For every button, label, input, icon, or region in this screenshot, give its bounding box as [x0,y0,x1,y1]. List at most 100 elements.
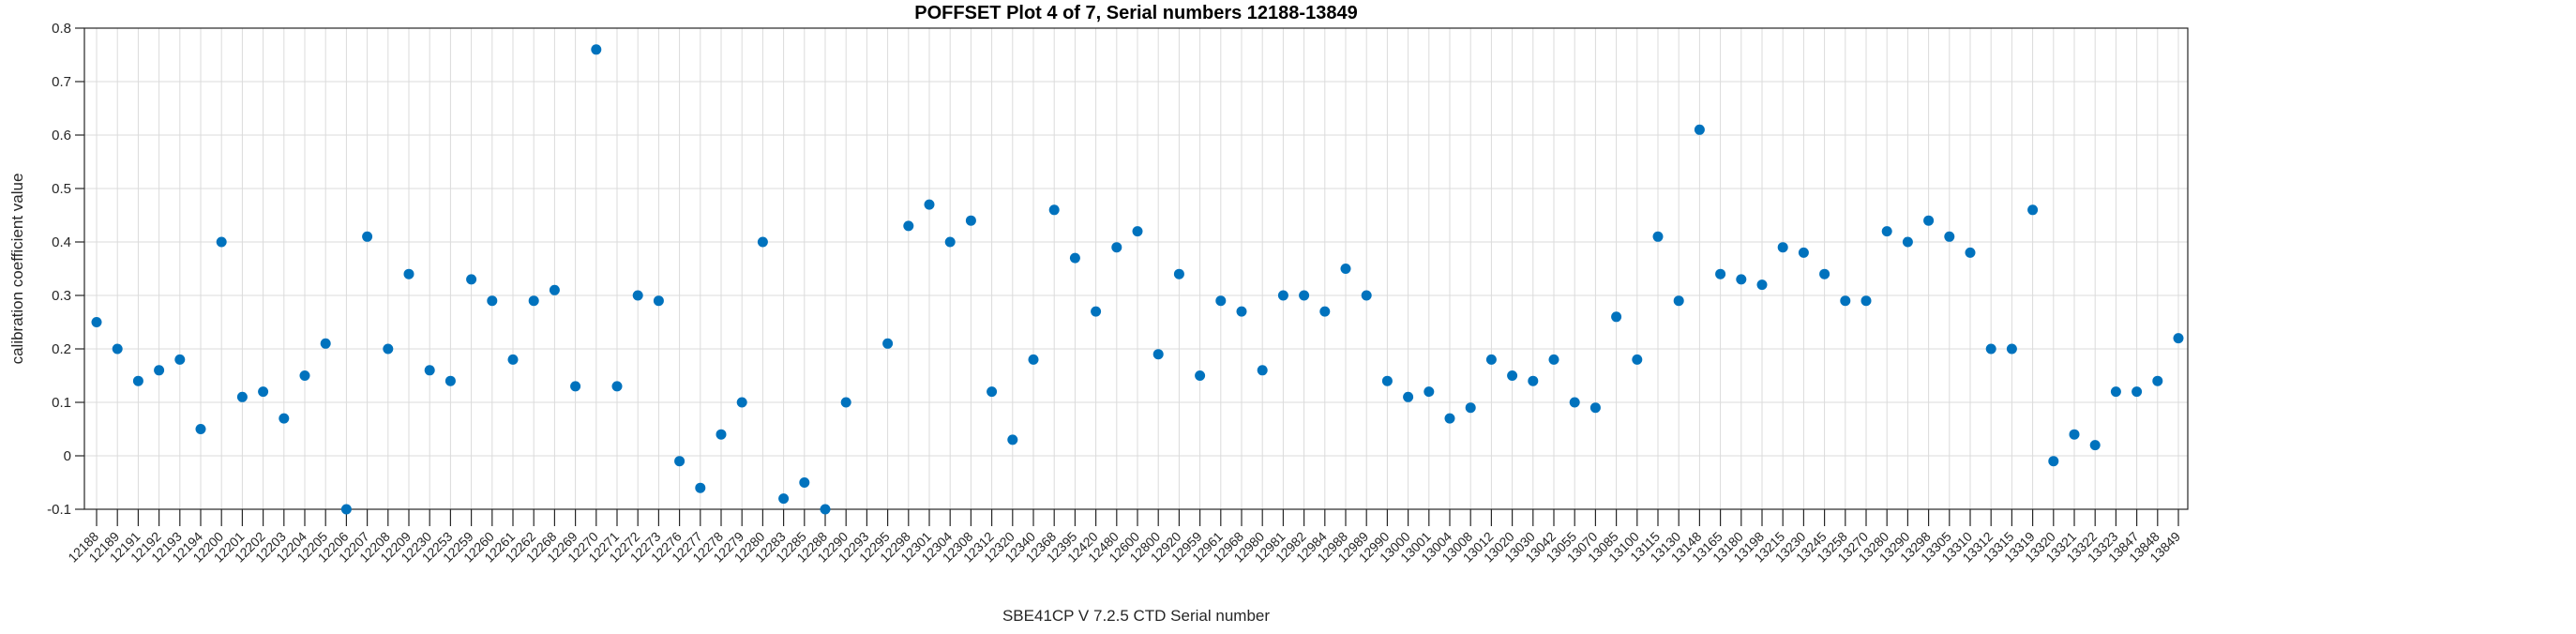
data-point [903,220,914,232]
x-axis-label: SBE41CP V 7.2.5 CTD Serial number [1002,607,1270,625]
y-axis-tick-labels: 0.8 0.7 0.6 0.5 0.4 0.3 0.2 0.1 0 -0.1 [47,21,71,518]
data-point [1403,391,1414,402]
y-axis-label: calibration coefficient value [8,174,26,365]
data-point [1215,295,1227,307]
data-point [507,354,519,365]
data-point [466,274,477,285]
data-point [674,456,685,467]
data-point [611,381,623,392]
y-tick-label: -0.1 [47,502,71,518]
data-point [1528,375,1539,386]
data-point [2006,343,2017,355]
data-point [1236,306,1247,317]
data-point [1299,290,1310,301]
data-point [549,284,560,295]
data-point [154,365,165,376]
data-point [2027,204,2039,216]
data-point [112,343,123,355]
data-point [1944,231,1955,242]
data-point [1548,354,1559,365]
y-tick-label: 0.5 [52,181,71,197]
data-point [1195,370,1206,381]
data-point [840,397,851,408]
data-point [195,424,206,434]
data-point [91,317,102,327]
data-point [1589,402,1601,414]
data-point [1319,306,1331,317]
data-point [1132,226,1143,237]
data-point [383,343,394,355]
data-point [882,338,894,349]
data-point [695,482,706,493]
chart-title: POFFSET Plot 4 of 7, Serial numbers 1218… [914,3,1357,23]
data-point [1381,375,1393,386]
data-point [1569,397,1580,408]
data-point [424,365,435,376]
data-point [778,493,790,505]
data-point [1340,264,1351,274]
data-point [299,370,310,381]
horizontal-gridlines [84,27,2188,510]
data-point [1798,247,1809,258]
scatter-data-points [91,44,2184,515]
data-point [987,386,998,398]
data-point [736,397,747,408]
data-point [1819,268,1830,279]
data-point [1756,279,1768,291]
y-tick-label: 0 [64,448,71,464]
data-point [279,413,290,424]
data-point [362,231,373,242]
data-point [2069,429,2080,440]
data-point [653,295,664,307]
data-point [591,44,602,55]
data-point [1361,290,1372,301]
data-point [1507,370,1518,381]
data-point [174,354,186,365]
data-point [1985,343,1996,355]
data-point [2048,456,2059,467]
data-point [1277,290,1288,301]
data-point [799,477,810,488]
y-tick-label: 0.3 [52,288,71,304]
y-tick-label: 0.7 [52,74,71,90]
data-point [1173,268,1184,279]
data-point [1902,236,1913,248]
data-point [1048,204,1060,216]
data-point [1485,354,1497,365]
data-point [1028,354,1039,365]
data-point [403,268,414,279]
data-point [1965,247,1976,258]
y-axis-ticks [75,27,84,510]
data-point [1923,215,1935,226]
data-point [236,391,248,402]
data-point [1881,226,1892,237]
data-point [1069,252,1080,264]
y-tick-label: 0.1 [52,395,71,411]
y-tick-label: 0.8 [52,21,71,37]
data-point [1632,354,1643,365]
data-point [2173,333,2184,344]
data-point [1091,306,1102,317]
data-point [258,386,269,398]
data-point [1715,268,1726,279]
data-point [216,236,227,248]
plot-border [83,27,2189,510]
data-point [632,290,643,301]
data-point [924,199,935,210]
data-point [1007,434,1018,445]
y-tick-label: 0.4 [52,234,71,250]
data-point [1860,295,1872,307]
x-axis-tick-labels: 1218812189121911219212193121941220012201… [65,529,2183,566]
data-point [1777,242,1788,253]
data-point [820,504,831,515]
data-point [340,504,352,515]
y-tick-label: 0.2 [52,341,71,357]
data-point [1257,365,1268,376]
data-point [132,375,143,386]
data-point [444,375,456,386]
data-point [1111,242,1122,253]
data-point [1611,311,1622,323]
data-point [1840,295,1851,307]
